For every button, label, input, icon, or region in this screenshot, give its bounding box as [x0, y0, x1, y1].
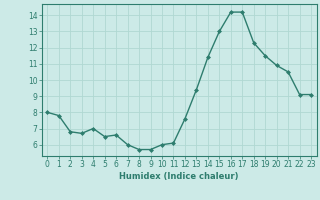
X-axis label: Humidex (Indice chaleur): Humidex (Indice chaleur)	[119, 172, 239, 181]
